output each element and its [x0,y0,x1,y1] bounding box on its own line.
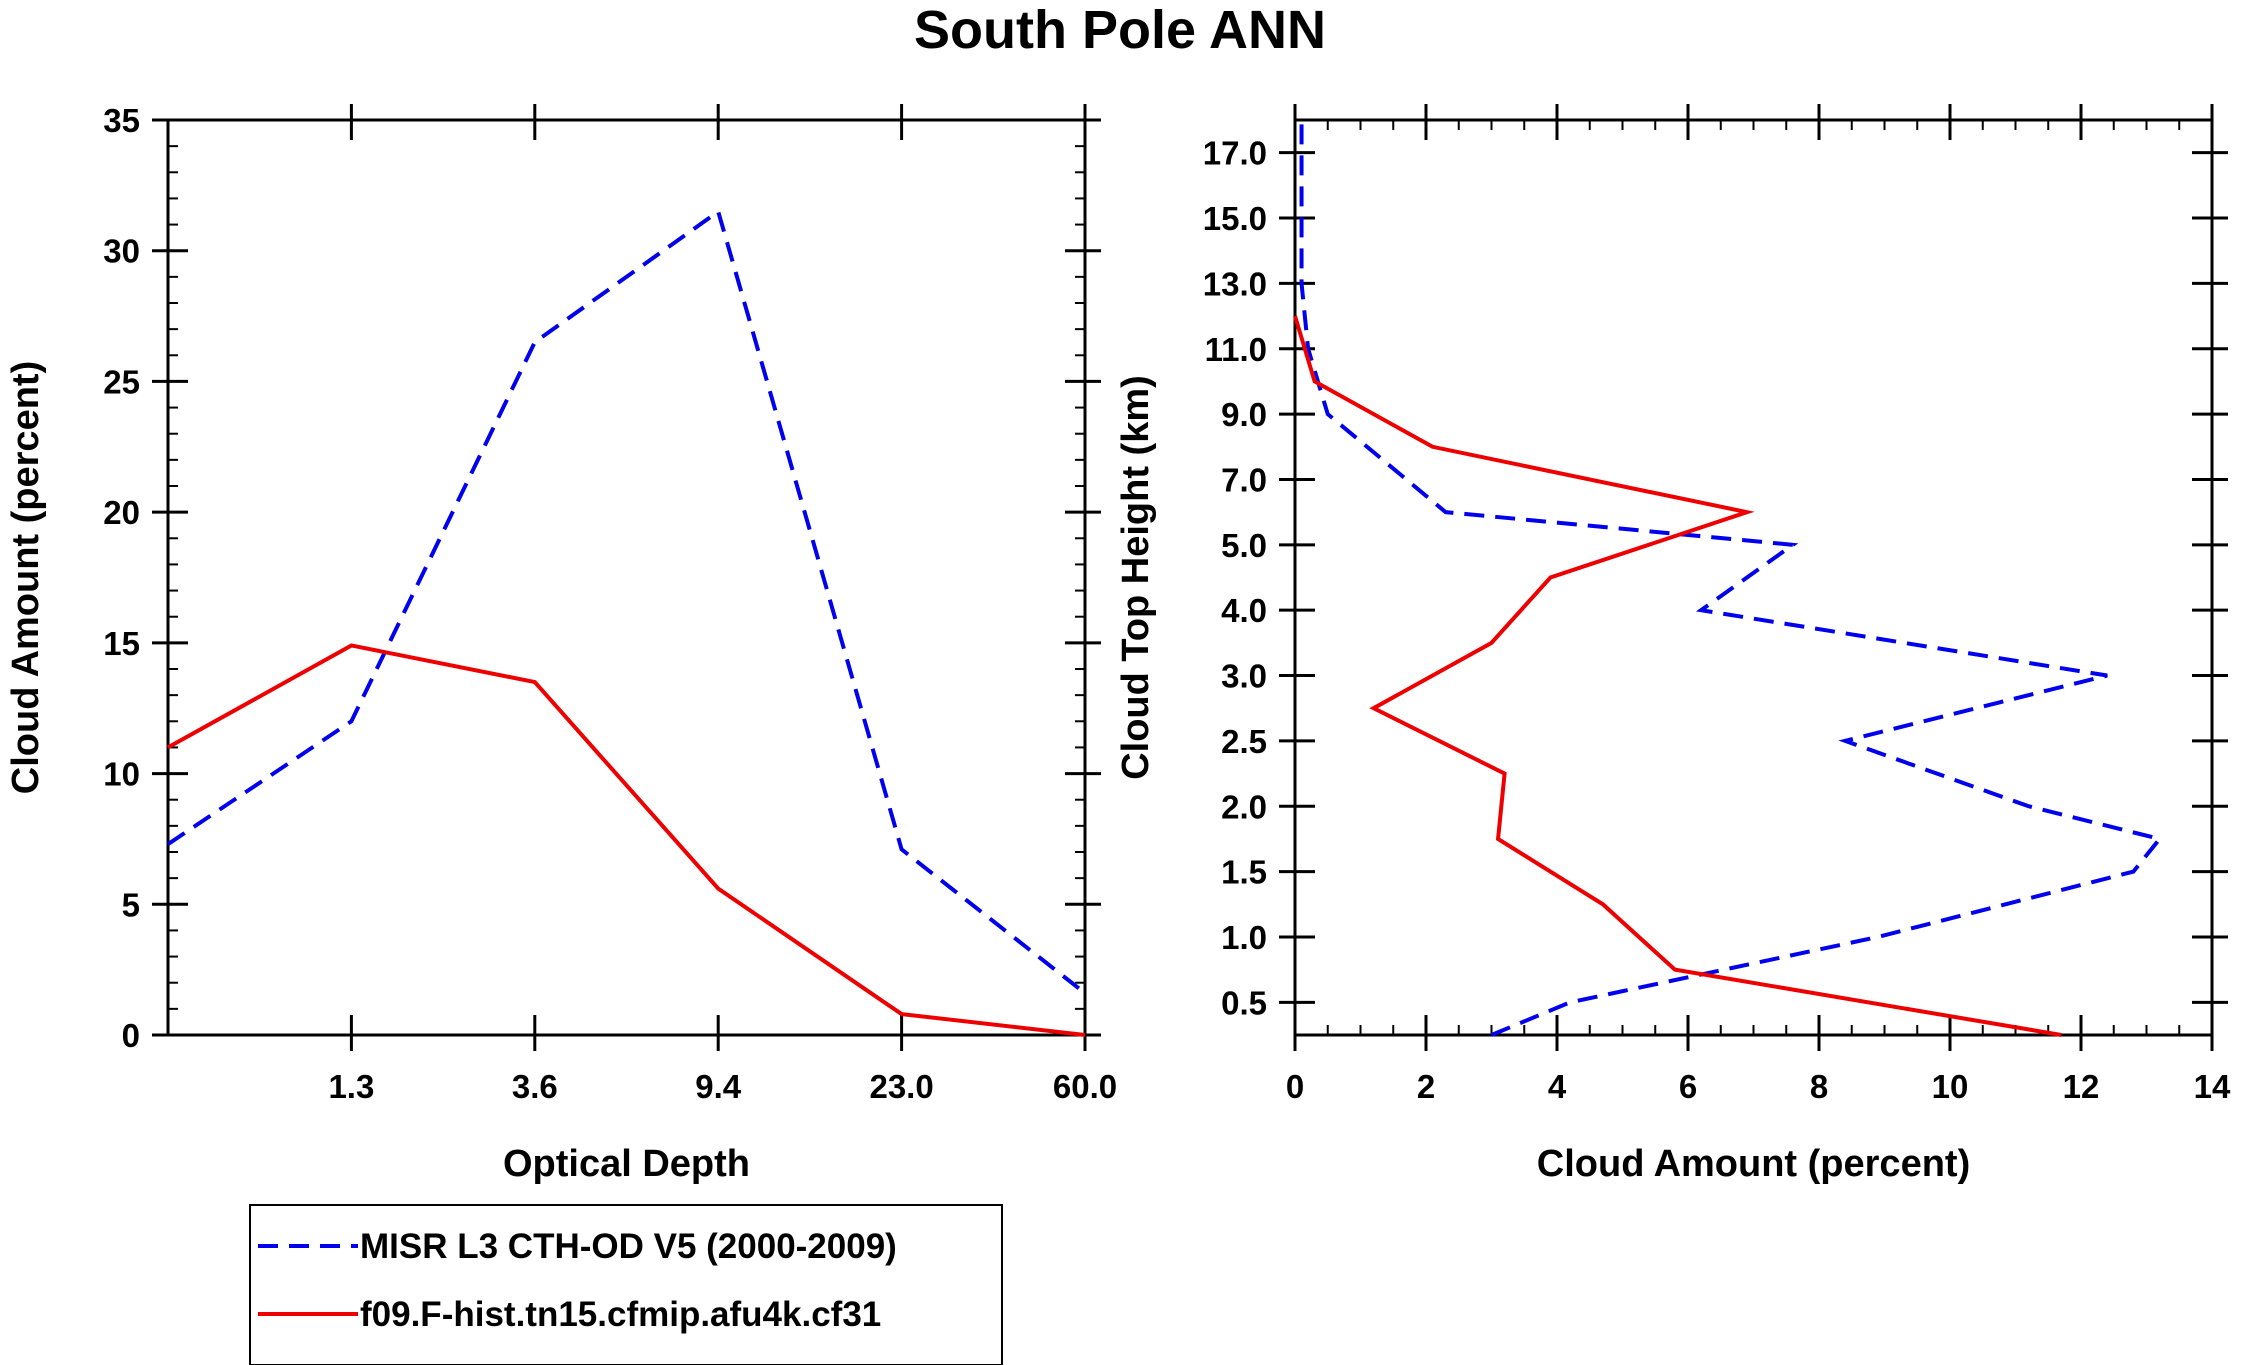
y-tick-label: 5.0 [1221,527,1267,564]
x-tick-label: 10 [1932,1068,1969,1105]
y-axis-label: Cloud Amount (percent) [5,361,47,794]
x-tick-label: 0 [1286,1068,1304,1105]
y-tick-label: 2.0 [1221,788,1267,825]
y-tick-label: 1.5 [1221,854,1267,891]
y-tick-label: 30 [103,233,140,270]
x-tick-label: 9.4 [695,1068,742,1105]
y-tick-label: 15.0 [1203,200,1267,237]
x-tick-label: 60.0 [1053,1068,1117,1105]
plot-frame [1293,118,2214,1037]
y-tick-label: 17.0 [1203,135,1267,172]
legend: MISR L3 CTH-OD V5 (2000-2009) f09.F-hist… [249,1204,1003,1365]
legend-label-obs: MISR L3 CTH-OD V5 (2000-2009) [360,1227,897,1266]
x-tick-label: 12 [2063,1068,2100,1105]
x-tick-label: 3.6 [512,1068,558,1105]
x-tick-label: 6 [1679,1068,1697,1105]
optical-depth-panel: 0 5 10 15 20 25 30 35 1.3 3.6 9.4 23.0 60.0 Optical D… [5,102,1117,1185]
y-tick-label: 11.0 [1205,331,1267,368]
x-tick-label: 23.0 [869,1068,933,1105]
x-tick-label: 2 [1417,1068,1435,1105]
y-tick-label: 0 [122,1017,140,1054]
series-line-model [1293,315,2062,1037]
y-tick-label: 15 [103,625,140,662]
y-tick-label: 4.0 [1221,592,1267,629]
x-tick-label: 1.3 [328,1068,374,1105]
y-tick-label: 35 [103,102,140,139]
y-axis-label: Cloud Top Height (km) [1115,375,1157,780]
y-tick-label: 2.5 [1221,723,1267,760]
y-tick-label: 3.0 [1221,658,1267,695]
y-tick-label: 0.5 [1221,984,1267,1021]
y-tick-label: 9.0 [1221,396,1267,433]
series-line-obs [1299,120,2164,1037]
x-axis-label: Cloud Amount (percent) [1537,1143,1970,1185]
y-tick-label: 13.0 [1203,265,1267,302]
x-tick-label: 14 [2194,1068,2231,1105]
y-tick-label: 25 [103,363,140,400]
series-line-obs [166,208,1087,995]
chart-title: South Pole ANN [914,0,1326,60]
plot-frame [166,118,1087,1037]
series-line-model [167,643,1086,1037]
y-tick-label: 20 [103,494,140,531]
y-tick-label: 7.0 [1221,461,1267,498]
x-tick-label: 4 [1548,1068,1567,1105]
legend-box [249,1204,1003,1365]
y-tick-label: 5 [122,886,140,923]
cloud-top-height-panel: 0 2 4 6 8 10 12 14 0.5 1.0 1.5 2.0 2.5 3.0 4.0 5.0 7.0 9.… [1115,104,2231,1185]
legend-label-model: f09.F-hist.tn15.cfmip.afu4k.cf31 [360,1295,881,1334]
y-tick-label: 1.0 [1221,919,1267,956]
x-axis-label: Optical Depth [503,1143,750,1185]
y-tick-label: 10 [103,756,140,793]
x-tick-label: 8 [1810,1068,1828,1105]
